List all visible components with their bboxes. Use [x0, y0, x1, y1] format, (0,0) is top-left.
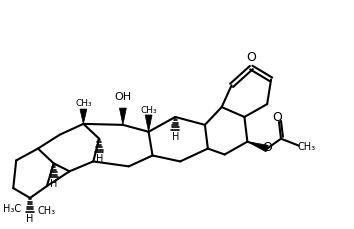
- Polygon shape: [145, 115, 152, 132]
- Text: CH₃: CH₃: [38, 205, 56, 215]
- Text: H: H: [26, 213, 34, 223]
- Text: O: O: [262, 140, 272, 153]
- Text: O: O: [246, 51, 256, 64]
- Text: H: H: [172, 131, 179, 141]
- Polygon shape: [247, 142, 268, 152]
- Text: CH₃: CH₃: [298, 141, 316, 151]
- Text: CH₃: CH₃: [140, 105, 157, 114]
- Text: CH₃: CH₃: [75, 98, 92, 107]
- Text: O: O: [272, 111, 282, 124]
- Polygon shape: [119, 109, 126, 125]
- Text: H: H: [50, 178, 57, 188]
- Polygon shape: [80, 110, 87, 124]
- Text: OH: OH: [114, 92, 131, 102]
- Text: H: H: [96, 154, 103, 164]
- Text: H₃C: H₃C: [3, 203, 21, 213]
